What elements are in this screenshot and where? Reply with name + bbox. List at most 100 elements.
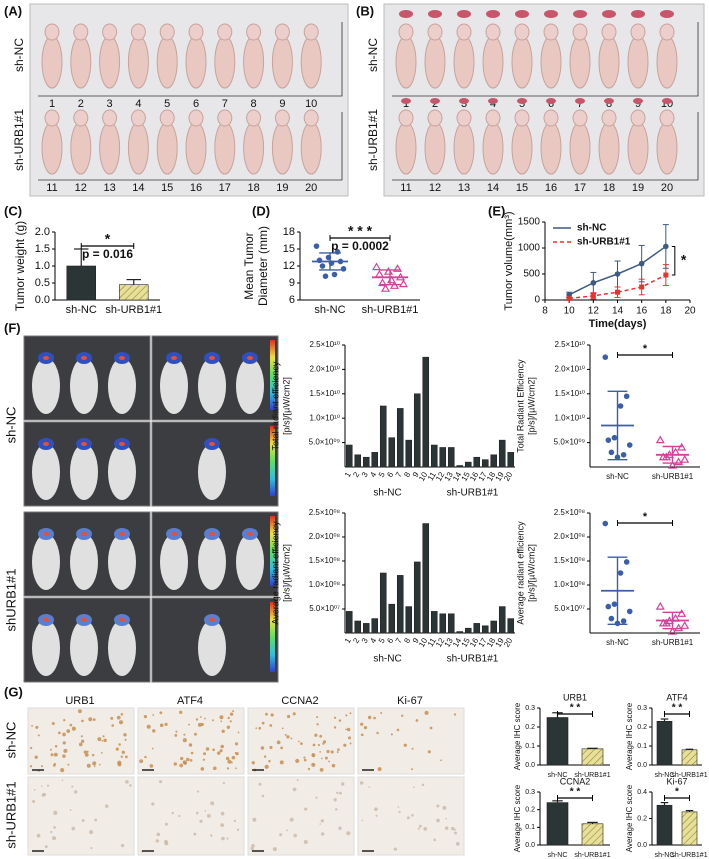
mouse-head (514, 109, 530, 127)
stain (424, 710, 429, 715)
stain (235, 752, 239, 756)
mouse-body (453, 35, 475, 89)
mouse-body (156, 35, 178, 89)
stain (272, 847, 277, 852)
mouse-number: 19 (276, 182, 288, 194)
point (680, 454, 690, 463)
chart-title: CCNA2 (560, 776, 591, 786)
stain (121, 750, 125, 754)
bar (405, 606, 413, 634)
mouse-head (572, 23, 588, 41)
mouse-body (569, 121, 591, 175)
stain (326, 749, 330, 754)
stain (311, 762, 316, 767)
stain (69, 723, 73, 727)
stain (390, 733, 393, 736)
stain (204, 809, 207, 812)
signal-core (209, 532, 215, 536)
x-tick-label: 6 (385, 470, 395, 479)
stain (234, 742, 239, 746)
x-tick-label: sh-URB1#1 (671, 852, 707, 859)
signal-core (43, 532, 49, 536)
signal-core (247, 356, 253, 360)
color-bar (270, 426, 275, 496)
stain (258, 782, 262, 786)
panel-label: (C) (4, 203, 22, 218)
stain (50, 830, 53, 834)
point (639, 284, 645, 290)
tumor (575, 98, 585, 104)
stain (317, 743, 321, 747)
color-bar (270, 340, 275, 410)
bar (464, 627, 472, 634)
stain (360, 722, 364, 726)
y-tick-label: 0.3 (525, 705, 535, 712)
mouse-number: 5 (164, 98, 170, 110)
stain (30, 746, 33, 750)
stain (77, 709, 82, 714)
stain (411, 814, 414, 817)
mouse (108, 620, 136, 676)
stain (101, 740, 104, 742)
mouse-number: 3 (107, 98, 113, 110)
stain (286, 714, 291, 719)
stain (83, 750, 87, 754)
stain (413, 786, 415, 789)
stain (32, 800, 36, 804)
mouse-body (99, 121, 121, 175)
mouse-body (243, 35, 265, 89)
stain (269, 724, 273, 727)
stain (343, 743, 347, 747)
stain (80, 735, 83, 738)
stain (171, 811, 174, 815)
stain (173, 762, 177, 766)
stain (346, 831, 351, 836)
stain (279, 760, 284, 765)
y-tick-label: 0 (534, 295, 540, 306)
y-tick-label: 0.0 (525, 842, 535, 849)
mouse-head (303, 23, 319, 41)
stain (34, 755, 38, 759)
tumor (488, 98, 498, 104)
mouse-head (130, 109, 146, 127)
mouse-body (300, 121, 322, 175)
stain (164, 841, 169, 846)
stain (93, 765, 96, 768)
mouse-head (102, 109, 118, 127)
stain (221, 729, 225, 733)
stain (51, 836, 57, 841)
stain (315, 796, 318, 799)
stain (260, 746, 265, 750)
stain (316, 716, 319, 719)
x-tick-label: 6 (385, 636, 395, 645)
y-tick-label: 0.2 (525, 724, 535, 731)
mouse (108, 534, 136, 590)
stain (118, 720, 124, 725)
x-tick-label: 1 (343, 636, 353, 645)
stain (91, 753, 95, 757)
panel-label: (G) (4, 684, 23, 699)
stain (226, 767, 230, 770)
stain (61, 779, 64, 782)
stain (41, 785, 43, 787)
bar (581, 823, 604, 846)
tumor (546, 98, 556, 104)
stain (41, 793, 45, 797)
stain (151, 747, 154, 750)
point (322, 273, 329, 280)
stain (303, 839, 308, 844)
mouse-head (159, 109, 175, 127)
x-tick-label: 18 (660, 306, 672, 317)
stain (236, 828, 240, 831)
bar (498, 606, 506, 634)
mouse-head (659, 23, 675, 41)
point (663, 272, 669, 278)
stain (377, 767, 382, 772)
significance-mark: * (681, 251, 687, 267)
stain (406, 816, 410, 820)
bar (456, 465, 464, 468)
mouse-head (601, 109, 617, 127)
bar (354, 620, 362, 634)
y-tick-label: 0.1 (525, 824, 535, 831)
row-label: sh-NC (3, 722, 18, 759)
